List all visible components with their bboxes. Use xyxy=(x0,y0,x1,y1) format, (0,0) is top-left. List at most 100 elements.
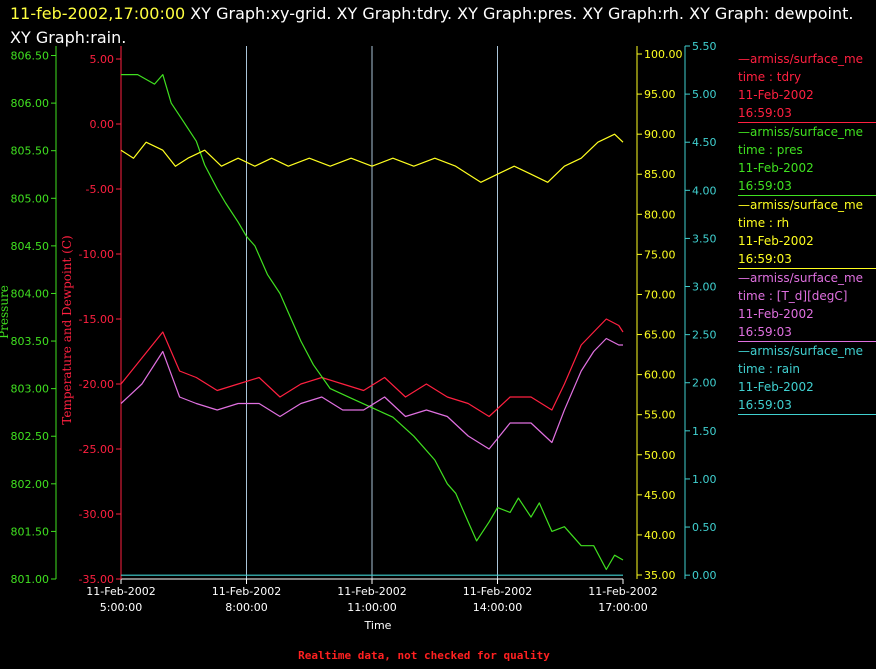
series-rh xyxy=(120,133,624,183)
temperature-axis-tick-label: -35.00 xyxy=(79,573,114,586)
rain-axis-tick-label: 0.50 xyxy=(692,521,717,534)
legend-divider xyxy=(738,195,876,196)
legend-date: 11-Feb-2002 xyxy=(738,161,814,175)
series xyxy=(120,73,624,576)
rh-axis-tick-label: 70.00 xyxy=(644,288,676,301)
series-pres xyxy=(121,73,624,571)
rain-axis-tick-label: 1.50 xyxy=(692,425,717,438)
temperature-axis-tick-label: 0.00 xyxy=(90,118,115,131)
legend-date: 11-Feb-2002 xyxy=(738,234,814,248)
temperature-axis-label: Temperature and Dewpoint (C) xyxy=(60,235,74,424)
pressure-axis-tick-label: 805.00 xyxy=(11,192,50,205)
rh-axis-tick-label: 40.00 xyxy=(644,529,676,542)
rh-axis-tick-label: 65.00 xyxy=(644,329,676,342)
series-tdry xyxy=(120,318,624,418)
temperature-axis-tick-label: -25.00 xyxy=(79,443,114,456)
x-tick-date: 11-Feb-2002 xyxy=(588,585,657,598)
quality-note: Realtime data, not checked for quality xyxy=(298,649,550,662)
grid xyxy=(246,46,498,579)
temperature-axis-tick-label: -10.00 xyxy=(79,248,114,261)
rain-axis-tick-label: 4.00 xyxy=(692,184,717,197)
legend: —armiss/surface_me time : tdry 11-Feb-2002… xyxy=(738,50,876,415)
pressure-axis-tick-label: 803.50 xyxy=(11,335,50,348)
rh-axis-tick-label: 95.00 xyxy=(644,88,676,101)
legend-source: —armiss/surface_me xyxy=(738,198,864,212)
rain-axis-tick-label: 5.00 xyxy=(692,88,717,101)
pressure-axis-tick-label: 804.50 xyxy=(11,240,50,253)
legend-time: 16:59:03 xyxy=(738,398,792,412)
x-tick-time: 11:00:00 xyxy=(347,601,396,614)
rain-axis-tick-label: 3.50 xyxy=(692,232,717,245)
legend-date: 11-Feb-2002 xyxy=(738,88,814,102)
x-tick-date: 11-Feb-2002 xyxy=(463,585,532,598)
rain-axis-tick-label: 5.50 xyxy=(692,40,717,53)
x-tick-date: 11-Feb-2002 xyxy=(337,585,406,598)
rain-axis-tick-label: 2.50 xyxy=(692,329,717,342)
legend-var: time : rain xyxy=(738,362,801,376)
rh-axis-tick-label: 75.00 xyxy=(644,248,676,261)
rh-axis-tick-label: 80.00 xyxy=(644,208,676,221)
rain-axis-tick-label: 2.00 xyxy=(692,377,717,390)
x-tick-time: 5:00:00 xyxy=(100,601,142,614)
rh-axis-tick-label: 90.00 xyxy=(644,128,676,141)
legend-source: —armiss/surface_me xyxy=(738,344,864,358)
pressure-axis-tick-label: 806.50 xyxy=(11,50,50,63)
legend-source: —armiss/surface_me xyxy=(738,271,864,285)
rain-axis-tick-label: 4.50 xyxy=(692,136,717,149)
axes: 11-Feb-2002 5:00:00 11-Feb-2002 8:00:00 11-F… xyxy=(0,40,717,632)
legend-var: time : [T_d][degC] xyxy=(738,289,848,303)
pressure-axis-tick-label: 801.00 xyxy=(11,573,50,586)
legend-var: time : pres xyxy=(738,143,803,157)
pressure-axis-tick-label: 802.50 xyxy=(11,430,50,443)
title-text: XY Graph:xy-grid. XY Graph:tdry. XY Grap… xyxy=(10,4,854,47)
rh-axis-tick-label: 100.00 xyxy=(644,48,683,61)
temperature-axis-tick-label: -30.00 xyxy=(79,508,114,521)
rh-axis-tick-label: 50.00 xyxy=(644,449,676,462)
legend-divider xyxy=(738,341,876,342)
legend-divider xyxy=(738,414,876,415)
rh-axis-tick-label: 35.00 xyxy=(644,569,676,582)
legend-divider xyxy=(738,122,876,123)
pressure-axis-tick-label: 801.50 xyxy=(11,525,50,538)
rain-axis-tick-label: 3.00 xyxy=(692,281,717,294)
temperature-axis-tick-label: -15.00 xyxy=(79,313,114,326)
rh-axis-tick-label: 45.00 xyxy=(644,489,676,502)
rh-axis-tick-label: 60.00 xyxy=(644,369,676,382)
legend-date: 11-Feb-2002 xyxy=(738,307,814,321)
x-axis-label: Time xyxy=(364,619,392,632)
chart-title: 11-feb-2002,17:00:00 XY Graph:xy-grid. X… xyxy=(10,2,870,50)
pressure-axis-tick-label: 802.00 xyxy=(11,478,50,491)
temperature-axis-tick-label: -20.00 xyxy=(79,378,114,391)
legend-time: 16:59:03 xyxy=(738,106,792,120)
legend-time: 16:59:03 xyxy=(738,179,792,193)
x-tick-time: 14:00:00 xyxy=(473,601,522,614)
pressure-axis-tick-label: 804.00 xyxy=(11,287,50,300)
x-tick-date: 11-Feb-2002 xyxy=(212,585,281,598)
title-timestamp: 11-feb-2002,17:00:00 xyxy=(10,4,186,23)
legend-source: —armiss/surface_me xyxy=(738,52,864,66)
x-tick-time: 17:00:00 xyxy=(598,601,647,614)
legend-source: —armiss/surface_me xyxy=(738,125,864,139)
pressure-axis-tick-label: 803.00 xyxy=(11,383,50,396)
temperature-axis-tick-label: -5.00 xyxy=(86,183,114,196)
legend-time: 16:59:03 xyxy=(738,252,792,266)
x-tick-date: 11-Feb-2002 xyxy=(86,585,155,598)
legend-date: 11-Feb-2002 xyxy=(738,380,814,394)
temperature-axis-tick-label: 5.00 xyxy=(90,53,115,66)
rain-axis-tick-label: 0.00 xyxy=(692,569,717,582)
pressure-axis-label: Pressure xyxy=(0,285,11,339)
rain-axis-tick-label: 1.00 xyxy=(692,473,717,486)
legend-var: time : tdry xyxy=(738,70,802,84)
rh-axis-tick-label: 85.00 xyxy=(644,168,676,181)
legend-var: time : rh xyxy=(738,216,790,230)
legend-time: 16:59:03 xyxy=(738,325,792,339)
pressure-axis-tick-label: 806.00 xyxy=(11,97,50,110)
rh-axis-tick-label: 55.00 xyxy=(644,409,676,422)
pressure-axis-tick-label: 805.50 xyxy=(11,145,50,158)
x-tick-time: 8:00:00 xyxy=(225,601,267,614)
